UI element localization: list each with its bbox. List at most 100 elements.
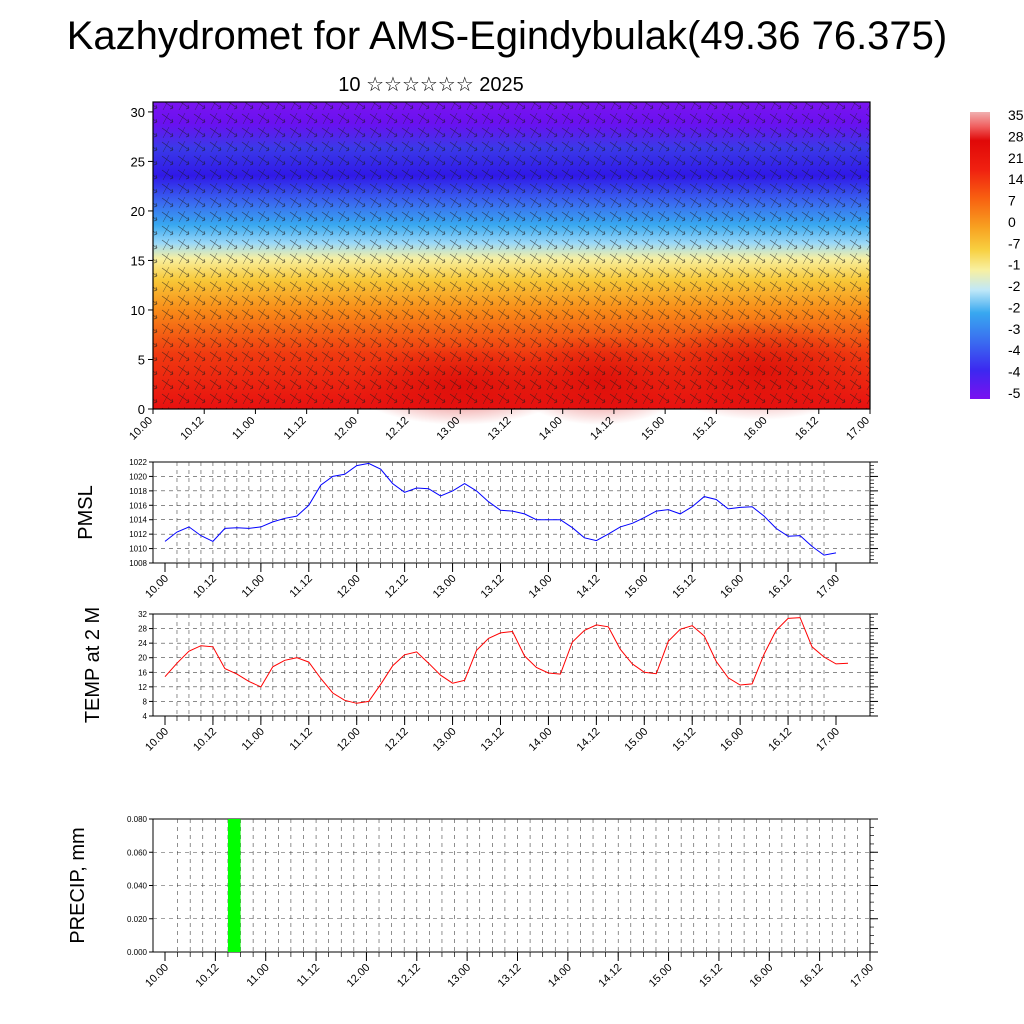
y-tick-label: 28 bbox=[138, 625, 147, 634]
y-axis-label: PRECIP, mm bbox=[67, 827, 89, 943]
x-tick-label: 13.12 bbox=[496, 962, 524, 990]
y-tick-label: 32 bbox=[138, 610, 147, 619]
x-tick-label: 15.12 bbox=[670, 573, 698, 601]
colorbar-label: -2 bbox=[1008, 278, 1021, 294]
x-tick-label: 17.00 bbox=[814, 573, 842, 601]
x-tick-label: 14.12 bbox=[575, 726, 603, 754]
y-tick-label: 20 bbox=[138, 654, 147, 663]
chart-subtitle: 10 ☆☆☆☆☆☆ 2025 bbox=[338, 74, 524, 96]
x-tick-label: 11.00 bbox=[240, 573, 267, 600]
x-tick-label: 10.00 bbox=[143, 962, 171, 990]
x-tick-label: 15.00 bbox=[622, 573, 650, 601]
y-tick-label: 0.000 bbox=[127, 948, 148, 957]
y-tick-label: 0.060 bbox=[127, 848, 148, 857]
x-tick-label: 10.12 bbox=[194, 962, 222, 990]
colorbar-scale bbox=[970, 112, 990, 399]
x-tick-label: 15.12 bbox=[670, 726, 698, 754]
x-tick-label: 12.12 bbox=[383, 726, 411, 754]
x-tick-label: 15.12 bbox=[697, 962, 725, 990]
x-tick-label: 16.00 bbox=[718, 726, 746, 754]
x-tick-label: 12.00 bbox=[335, 726, 363, 754]
colorbar-label: -5 bbox=[1008, 385, 1021, 401]
y-tick-label: 12 bbox=[138, 683, 147, 692]
y-tick-label: 1008 bbox=[129, 559, 147, 568]
chart-title: Kazhydromet for AMS-Egindybulak(49.36 76… bbox=[66, 14, 948, 58]
x-tick-label: 11.12 bbox=[288, 726, 315, 753]
y-tick-label: 8 bbox=[143, 697, 148, 706]
x-tick-label: 17.00 bbox=[814, 726, 842, 754]
y-tick-label: 4 bbox=[143, 712, 148, 721]
x-tick-label: 15.12 bbox=[691, 415, 719, 443]
x-tick-label: 11.00 bbox=[240, 726, 267, 753]
y-tick-label: 0 bbox=[138, 402, 145, 417]
y-tick-label: 24 bbox=[138, 639, 147, 648]
y-tick-label: 1022 bbox=[129, 458, 147, 467]
series-line bbox=[164, 617, 849, 704]
x-tick-label: 13.00 bbox=[431, 573, 459, 601]
colorbar-label: -1 bbox=[1008, 257, 1021, 273]
x-tick-label: 15.00 bbox=[622, 726, 650, 754]
x-tick-label: 13.00 bbox=[431, 726, 459, 754]
x-tick-label: 13.12 bbox=[479, 573, 507, 601]
x-tick-label: 17.00 bbox=[844, 415, 872, 443]
x-tick-label: 16.12 bbox=[798, 962, 826, 990]
x-tick-label: 16.12 bbox=[793, 415, 821, 443]
x-tick-label: 10.00 bbox=[143, 573, 171, 601]
x-tick-label: 10.12 bbox=[191, 573, 219, 601]
y-tick-label: 1012 bbox=[129, 530, 147, 539]
x-tick-label: 16.12 bbox=[766, 573, 794, 601]
precipitation-panel: 0.000 0.020 0.040 0.060 0.080 10.00 10.12 11.00… bbox=[67, 815, 878, 990]
y-tick-label: 1020 bbox=[129, 472, 147, 481]
x-tick-label: 10.00 bbox=[127, 415, 155, 443]
y-tick-label: 25 bbox=[131, 154, 145, 169]
colorbar-label: 21 bbox=[1008, 150, 1024, 166]
precip-bar bbox=[227, 819, 241, 952]
x-tick-label: 15.00 bbox=[647, 962, 675, 990]
x-tick-label: 11.12 bbox=[295, 962, 322, 989]
x-tick-label: 13.12 bbox=[479, 726, 507, 754]
x-tick-label: 11.12 bbox=[281, 415, 308, 442]
panel-frame bbox=[152, 461, 871, 564]
y-tick-label: 5 bbox=[138, 352, 145, 367]
colorbar-label: -3 bbox=[1008, 321, 1021, 337]
y-tick-label: 30 bbox=[131, 105, 145, 120]
series-line bbox=[164, 462, 837, 556]
x-tick-label: 14.12 bbox=[596, 962, 624, 990]
colorbar-label: 28 bbox=[1008, 128, 1024, 144]
colorbar-label: 7 bbox=[1008, 193, 1016, 209]
x-tick-label: 11.00 bbox=[230, 415, 257, 442]
x-tick-label: 11.00 bbox=[244, 962, 271, 989]
x-tick-label: 14.00 bbox=[546, 962, 574, 990]
y-tick-label: 10 bbox=[131, 303, 145, 318]
y-tick-label: 20 bbox=[131, 204, 145, 219]
y-tick-label: 1014 bbox=[129, 516, 147, 525]
colorbar-label: -4 bbox=[1008, 342, 1021, 358]
x-tick-label: 12.00 bbox=[335, 573, 363, 601]
colorbar-label: -2 bbox=[1008, 299, 1021, 315]
x-tick-label: 14.00 bbox=[527, 726, 555, 754]
colorbar-label: 35 bbox=[1008, 107, 1024, 123]
colorbar: 35 28 21 14 7 0 -7 -1 -2 -2 -3 -4 -4 -5 bbox=[970, 107, 1024, 401]
x-tick-label: 12.00 bbox=[345, 962, 373, 990]
y-tick-label: 15 bbox=[131, 253, 145, 268]
colorbar-label: -7 bbox=[1008, 235, 1021, 251]
colorbar-label: 0 bbox=[1008, 214, 1016, 230]
colorbar-label: -4 bbox=[1008, 364, 1021, 380]
x-tick-label: 12.12 bbox=[395, 962, 423, 990]
x-tick-label: 14.12 bbox=[575, 573, 603, 601]
y-axis-label: TEMP at 2 M bbox=[82, 607, 104, 723]
x-tick-label: 16.12 bbox=[766, 726, 794, 754]
y-tick-label: 1016 bbox=[129, 501, 147, 510]
x-tick-label: 10.12 bbox=[191, 726, 219, 754]
x-tick-label: 10.12 bbox=[178, 415, 206, 443]
y-axis-label: PMSL bbox=[75, 485, 97, 539]
x-tick-label: 16.00 bbox=[718, 573, 746, 601]
colorbar-label: 14 bbox=[1008, 171, 1024, 187]
x-tick-label: 12.00 bbox=[332, 415, 360, 443]
panel-frame bbox=[152, 613, 871, 717]
y-tick-label: 0.040 bbox=[127, 882, 148, 891]
x-tick-label: 11.12 bbox=[288, 573, 315, 600]
x-tick-label: 10.00 bbox=[143, 726, 171, 754]
